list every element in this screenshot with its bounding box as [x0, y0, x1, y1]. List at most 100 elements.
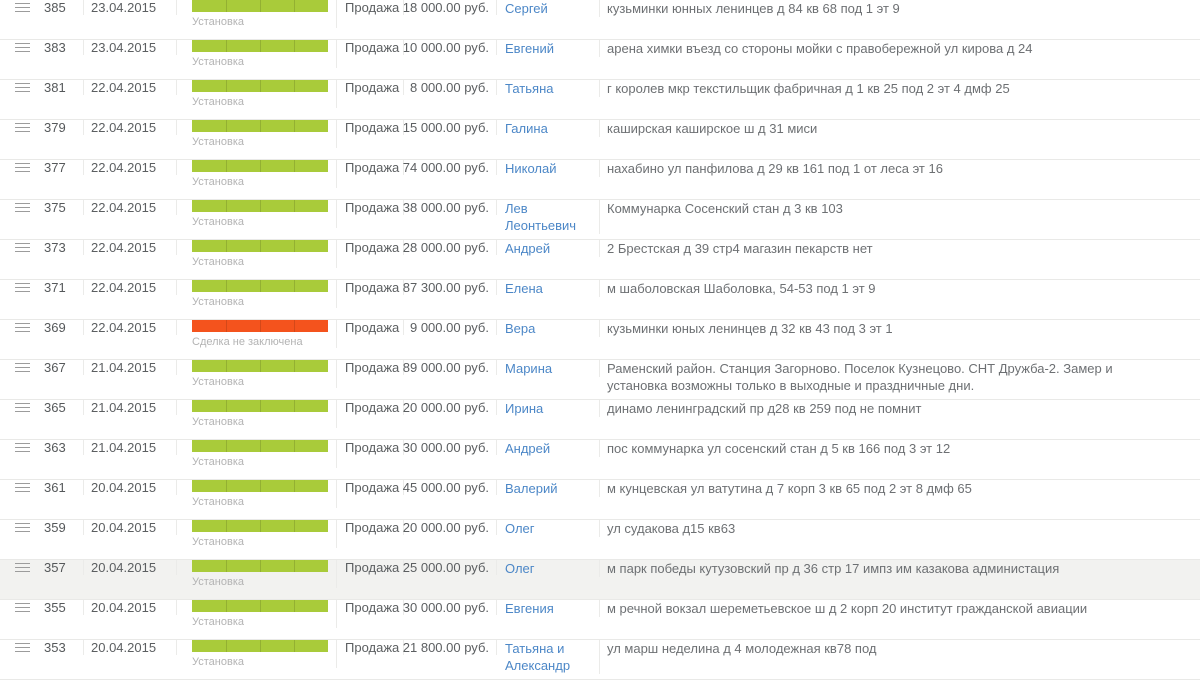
pipeline-status: Установка [192, 200, 328, 228]
drag-handle-icon[interactable] [15, 403, 30, 412]
deal-date: 22.04.2015 [84, 200, 177, 215]
deal-type: Продажа [337, 560, 404, 575]
drag-handle-icon[interactable] [15, 523, 30, 532]
status-bar [192, 80, 328, 92]
contact-link[interactable]: Валерий [505, 481, 558, 496]
deal-row[interactable]: 353 20.04.2015 Установка Продажа 21 800.… [0, 640, 1200, 680]
deal-address: кузьминки юных ленинцев д 32 кв 43 под 3… [607, 321, 893, 336]
deal-row[interactable]: 355 20.04.2015 Установка Продажа 30 000.… [0, 600, 1200, 640]
status-label: Установка [192, 176, 244, 188]
deal-menu-cell: 363 [0, 440, 84, 455]
status-bar [192, 240, 328, 252]
contact-name-cell: Галина [497, 120, 600, 137]
deal-row[interactable]: 371 22.04.2015 Установка Продажа 87 300.… [0, 280, 1200, 320]
contact-link[interactable]: Олег [505, 561, 535, 576]
drag-handle-icon[interactable] [15, 443, 30, 452]
drag-handle-icon[interactable] [15, 363, 30, 372]
contact-link[interactable]: Евгений [505, 41, 554, 56]
deal-status-cell: Установка [177, 0, 337, 28]
contact-link[interactable]: Марина [505, 361, 553, 376]
contact-link[interactable]: Лев Леонтьевич [505, 201, 577, 233]
deal-status-cell: Установка [177, 40, 337, 68]
contact-link[interactable]: Ирина [505, 401, 544, 416]
contact-link[interactable]: Андрей [505, 441, 551, 456]
deal-row[interactable]: 385 23.04.2015 Установка Продажа 18 000.… [0, 0, 1200, 40]
drag-handle-icon[interactable] [15, 323, 30, 332]
pipeline-status: Установка [192, 440, 328, 468]
deal-id: 385 [44, 0, 66, 15]
status-bar [192, 640, 328, 652]
contact-name-cell: Валерий [497, 480, 600, 497]
deal-menu-cell: 367 [0, 360, 84, 375]
status-bar [192, 480, 328, 492]
deal-address: м шаболовская Шаболовка, 54-53 под 1 эт … [607, 281, 876, 296]
contact-link[interactable]: Галина [505, 121, 548, 136]
status-label: Установка [192, 96, 244, 108]
deal-amount: 87 300.00 руб. [403, 280, 497, 295]
drag-handle-icon[interactable] [15, 483, 30, 492]
status-label: Установка [192, 136, 244, 148]
deal-menu-cell: 373 [0, 240, 84, 255]
deal-menu-cell: 365 [0, 400, 84, 415]
status-label: Установка [192, 536, 244, 548]
deal-row[interactable]: 373 22.04.2015 Установка Продажа 28 000.… [0, 240, 1200, 280]
drag-handle-icon[interactable] [15, 3, 30, 12]
deal-type: Продажа [337, 520, 404, 535]
deal-row[interactable]: 379 22.04.2015 Установка Продажа 15 000.… [0, 120, 1200, 160]
status-bar [192, 280, 328, 292]
drag-handle-icon[interactable] [15, 83, 30, 92]
contact-link[interactable]: Татьяна [505, 81, 554, 96]
contact-name-cell: Олег [497, 520, 600, 537]
deal-row[interactable]: 365 21.04.2015 Установка Продажа 20 000.… [0, 400, 1200, 440]
deal-date: 20.04.2015 [84, 560, 177, 575]
deal-row[interactable]: 381 22.04.2015 Установка Продажа 8 000.0… [0, 80, 1200, 120]
deal-date: 23.04.2015 [84, 40, 177, 55]
contact-link[interactable]: Андрей [505, 241, 551, 256]
contact-link[interactable]: Татьяна и Александр [505, 641, 571, 673]
deal-status-cell: Установка [177, 400, 337, 428]
drag-handle-icon[interactable] [15, 123, 30, 132]
deal-amount: 21 800.00 руб. [403, 640, 497, 655]
deal-id: 373 [44, 240, 66, 255]
deals-table: 385 23.04.2015 Установка Продажа 18 000.… [0, 0, 1200, 680]
deal-menu-cell: 383 [0, 40, 84, 55]
deal-amount: 20 000.00 руб. [403, 520, 497, 535]
drag-handle-icon[interactable] [15, 283, 30, 292]
contact-link[interactable]: Елена [505, 281, 543, 296]
deal-row[interactable]: 359 20.04.2015 Установка Продажа 20 000.… [0, 520, 1200, 560]
deal-address: пос коммунарка ул сосенский стан д 5 кв … [607, 441, 951, 456]
contact-name-cell: Марина [497, 360, 600, 377]
deal-type: Продажа [337, 80, 404, 95]
status-bar [192, 600, 328, 612]
status-bar [192, 440, 328, 452]
deal-id: 363 [44, 440, 66, 455]
status-bar [192, 120, 328, 132]
contact-link[interactable]: Сергей [505, 1, 548, 16]
drag-handle-icon[interactable] [15, 43, 30, 52]
deal-row[interactable]: 383 23.04.2015 Установка Продажа 10 000.… [0, 40, 1200, 80]
drag-handle-icon[interactable] [15, 163, 30, 172]
drag-handle-icon[interactable] [15, 203, 30, 212]
deal-row[interactable]: 363 21.04.2015 Установка Продажа 30 000.… [0, 440, 1200, 480]
deal-row[interactable]: 369 22.04.2015 Сделка не заключена Прода… [0, 320, 1200, 360]
deal-status-cell: Установка [177, 360, 337, 388]
deal-row[interactable]: 367 21.04.2015 Установка Продажа 89 000.… [0, 360, 1200, 400]
deal-row[interactable]: 357 20.04.2015 Установка Продажа 25 000.… [0, 560, 1200, 600]
drag-handle-icon[interactable] [15, 643, 30, 652]
pipeline-status: Сделка не заключена [192, 320, 328, 348]
drag-handle-icon[interactable] [15, 603, 30, 612]
contact-link[interactable]: Вера [505, 321, 536, 336]
status-label: Установка [192, 496, 244, 508]
deal-row[interactable]: 375 22.04.2015 Установка Продажа 38 000.… [0, 200, 1200, 240]
contact-link[interactable]: Николай [505, 161, 557, 176]
deal-type: Продажа [337, 240, 404, 255]
drag-handle-icon[interactable] [15, 243, 30, 252]
contact-link[interactable]: Евгения [505, 601, 554, 616]
deal-id: 367 [44, 360, 66, 375]
deal-row[interactable]: 361 20.04.2015 Установка Продажа 45 000.… [0, 480, 1200, 520]
contact-link[interactable]: Олег [505, 521, 535, 536]
deal-row[interactable]: 377 22.04.2015 Установка Продажа 74 000.… [0, 160, 1200, 200]
drag-handle-icon[interactable] [15, 563, 30, 572]
deal-type: Продажа [337, 640, 404, 655]
deal-address: м парк победы кутузовский пр д 36 стр 17… [607, 561, 1060, 576]
